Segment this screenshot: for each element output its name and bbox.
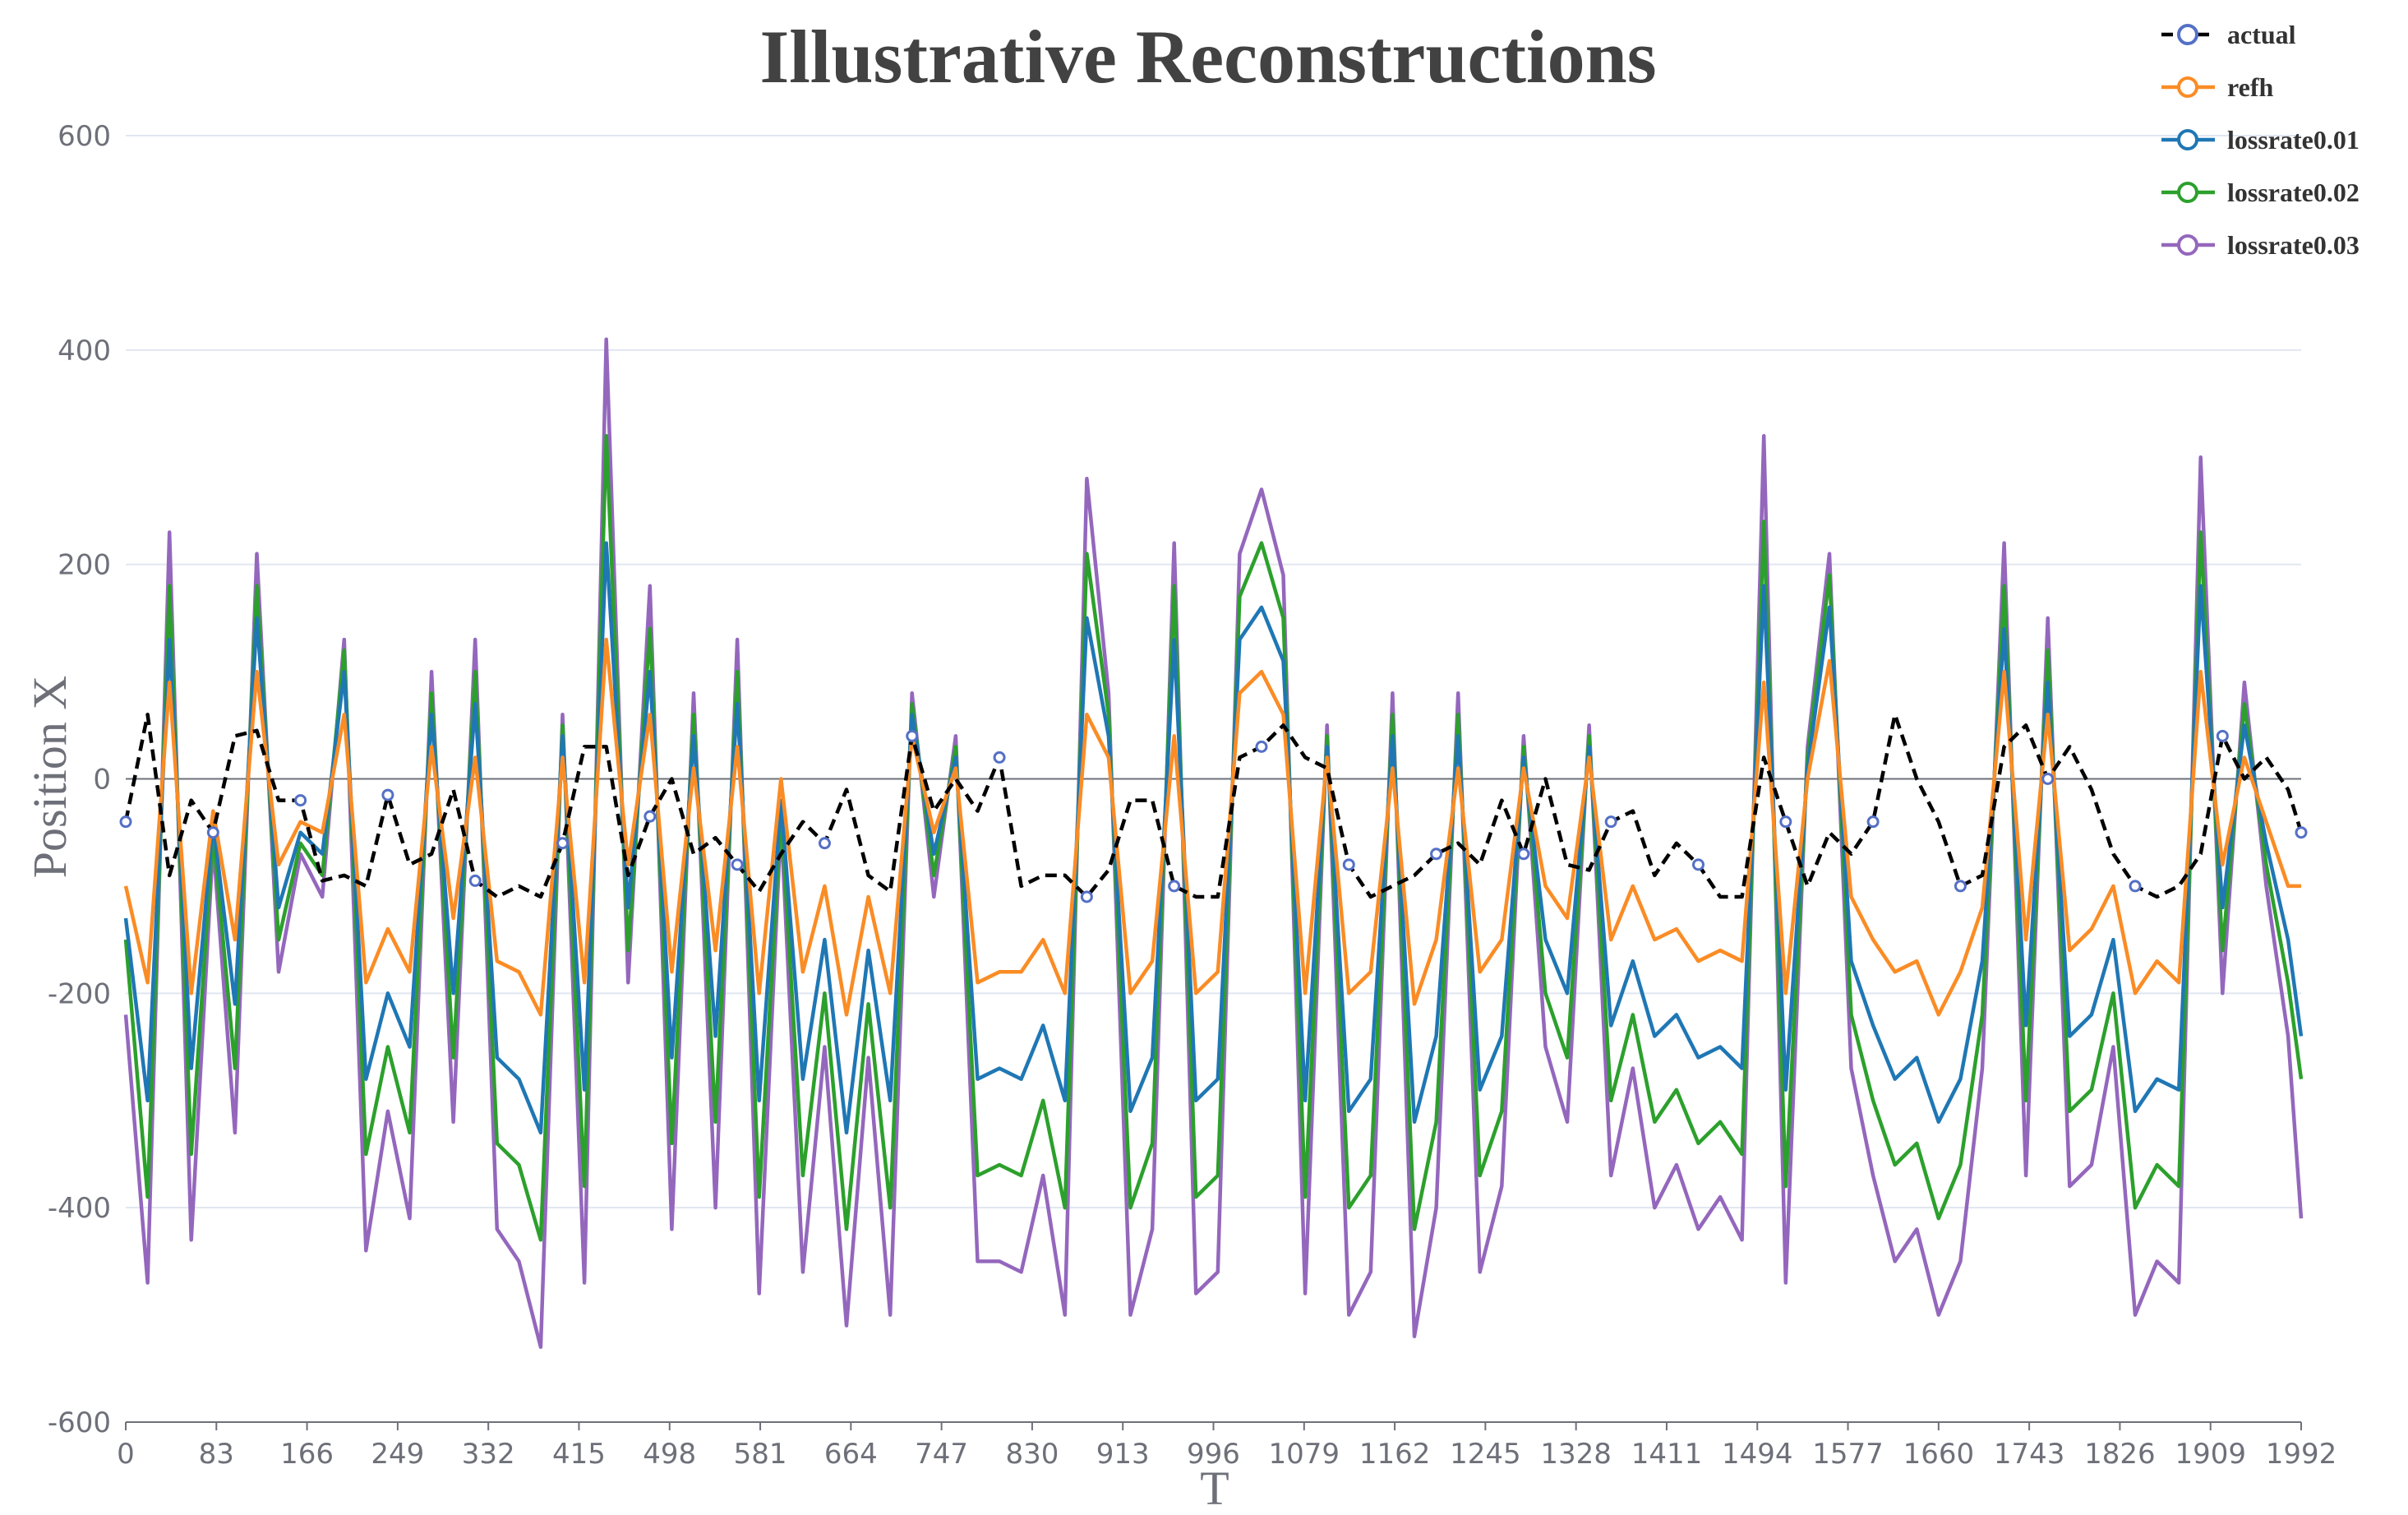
actual-marker	[1866, 815, 1880, 829]
x-tick-label: 1826	[2084, 1438, 2156, 1471]
x-tick-label: 1909	[2175, 1438, 2246, 1471]
x-axis-ticks: 0 83 166 249 332 415 498 581 664 747 830 913 996 1079…	[117, 1421, 2337, 1471]
series-line-lossrate0-03	[123, 337, 2304, 1349]
x-tick-label: 1328	[1540, 1438, 1612, 1471]
y-axis-ticks: 600 400 200 0 -200 -400 -600	[48, 120, 111, 1439]
legend-swatch-marker	[2177, 129, 2198, 150]
x-tick-label: 996	[1187, 1438, 1240, 1471]
legend-item-lossrate0-03[interactable]: lossrate0.03	[2161, 230, 2360, 260]
actual-marker	[731, 858, 744, 871]
x-tick-label: 747	[915, 1438, 968, 1471]
legend: actual refh lossrate0.01 lossrate0.02 lossra…	[2161, 20, 2360, 260]
y-tick-label: -600	[48, 1406, 111, 1439]
legend-swatch-marker	[2177, 234, 2198, 256]
legend-label: actual	[2227, 20, 2296, 49]
actual-marker	[556, 837, 570, 850]
actual-marker	[1080, 890, 1093, 903]
series-line-lossrate0-01	[123, 541, 2304, 1135]
legend-item-lossrate0-01[interactable]: lossrate0.01	[2161, 125, 2360, 155]
x-tick-label: 1660	[1903, 1438, 1975, 1471]
actual-marker	[1430, 848, 1443, 861]
actual-marker	[1255, 740, 1268, 753]
legend-label: refh	[2227, 72, 2273, 102]
y-tick-label: 0	[93, 764, 111, 797]
series-line-actual	[123, 712, 2304, 899]
grid-lines	[126, 135, 2301, 1423]
actual-marker	[119, 815, 132, 829]
x-tick-label: 1079	[1269, 1438, 1340, 1471]
actual-marker	[2129, 880, 2142, 893]
x-tick-label: 664	[824, 1438, 878, 1471]
y-tick-label: -200	[48, 977, 111, 1010]
x-tick-label: 332	[462, 1438, 515, 1471]
chart-title: Illustrative Reconstructions	[759, 15, 1656, 99]
legend-swatch-marker	[2177, 182, 2198, 203]
x-tick-label: 1743	[1994, 1438, 2065, 1471]
actual-marker	[1342, 858, 1355, 871]
x-axis-title: T	[1200, 1462, 1229, 1515]
actual-marker	[381, 788, 394, 801]
legend-label: lossrate0.03	[2227, 230, 2360, 260]
x-tick-label: 0	[117, 1438, 135, 1471]
x-tick-label: 830	[1005, 1438, 1059, 1471]
legend-label: lossrate0.02	[2227, 178, 2360, 207]
legend-swatch-marker	[2177, 76, 2198, 98]
x-tick-label: 1992	[2266, 1438, 2337, 1471]
x-tick-label: 249	[371, 1438, 424, 1471]
actual-marker	[1604, 815, 1617, 829]
x-tick-label: 1577	[1812, 1438, 1884, 1471]
x-tick-label: 498	[643, 1438, 696, 1471]
actual-marker	[906, 729, 919, 742]
actual-marker	[206, 826, 219, 839]
legend-item-actual[interactable]: actual	[2161, 20, 2296, 49]
legend-swatch-marker	[2177, 24, 2198, 45]
x-tick-label: 1494	[1722, 1438, 1793, 1471]
legend-item-refh[interactable]: refh	[2161, 72, 2273, 102]
actual-marker	[294, 794, 307, 807]
y-tick-label: 400	[58, 335, 111, 367]
legend-label: lossrate0.01	[2227, 125, 2360, 155]
x-tick-label: 1411	[1631, 1438, 1703, 1471]
x-tick-label: 166	[280, 1438, 334, 1471]
y-tick-label: 200	[58, 549, 111, 582]
legend-item-lossrate0-02[interactable]: lossrate0.02	[2161, 178, 2360, 207]
y-tick-label: -400	[48, 1192, 111, 1225]
actual-marker	[468, 874, 482, 887]
actual-marker	[993, 751, 1006, 764]
actual-marker	[2041, 773, 2055, 785]
y-axis-title: Position X	[23, 676, 76, 879]
series-line-lossrate0-02	[123, 433, 2304, 1242]
actual-marker	[1168, 880, 1181, 893]
x-tick-label: 1245	[1450, 1438, 1521, 1471]
y-tick-label: 600	[58, 120, 111, 153]
actual-marker	[1779, 815, 1792, 829]
series-lines	[119, 337, 2308, 1349]
x-tick-label: 1162	[1359, 1438, 1431, 1471]
actual-marker	[644, 810, 657, 823]
actual-marker	[1517, 848, 1530, 861]
actual-marker	[2216, 729, 2229, 742]
x-tick-label: 83	[199, 1438, 234, 1471]
x-tick-label: 415	[552, 1438, 606, 1471]
x-tick-label: 913	[1096, 1438, 1150, 1471]
actual-marker	[1691, 858, 1705, 871]
actual-marker	[2295, 826, 2308, 839]
actual-marker	[1954, 880, 1967, 893]
actual-marker	[818, 837, 831, 850]
x-tick-label: 581	[734, 1438, 787, 1471]
